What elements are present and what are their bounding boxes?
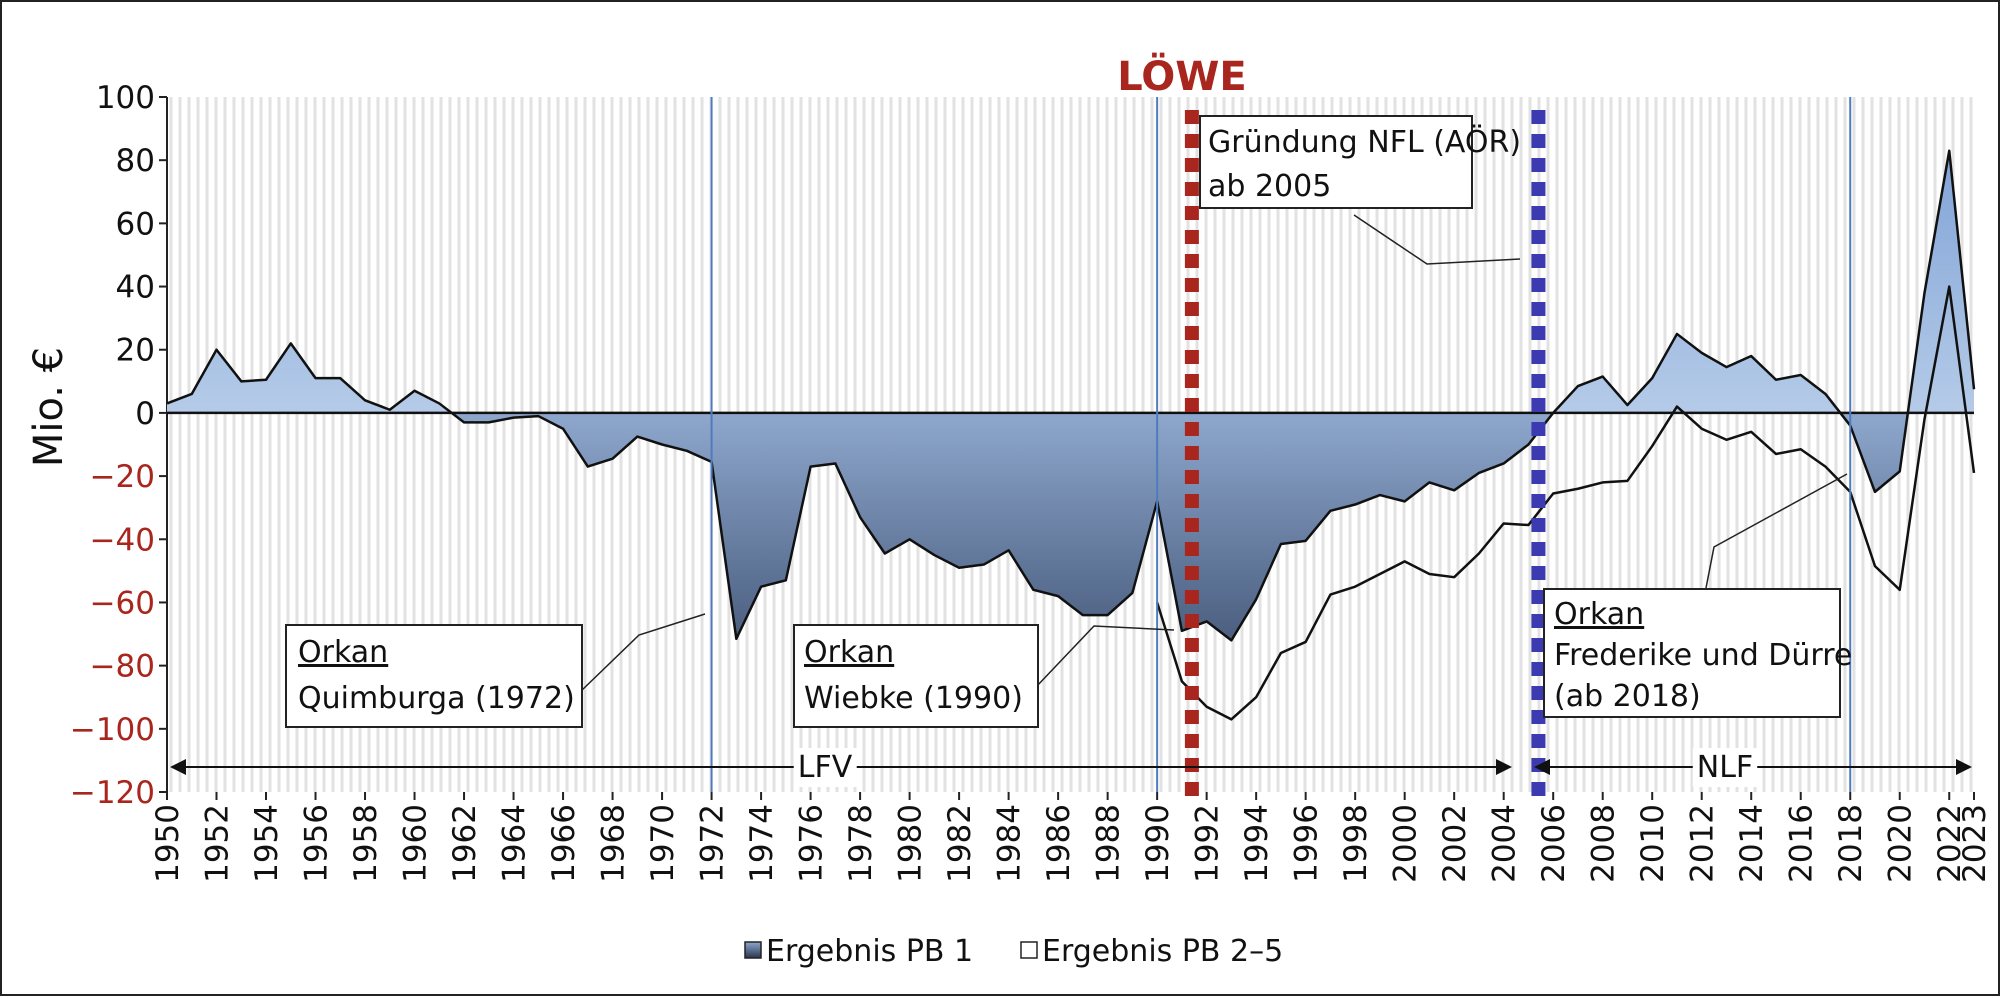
y-tick-label: −40 xyxy=(90,522,155,558)
x-tick-label: 1998 xyxy=(1338,804,1374,883)
x-tick-label: 1954 xyxy=(249,804,285,883)
x-tick-label: 2023 xyxy=(1957,804,1993,883)
x-tick-label: 1960 xyxy=(398,804,434,883)
y-axis-title: Mio. € xyxy=(26,347,72,467)
x-axis: 1950 1952 1954 1956 1958 1960 1962 1964 1966 1968… xyxy=(150,792,1993,883)
y-tick-label: 0 xyxy=(135,396,155,432)
x-tick-label: 1962 xyxy=(447,804,483,883)
x-tick-label: 1992 xyxy=(1190,804,1226,883)
x-tick-label: 1990 xyxy=(1140,804,1176,883)
x-tick-label: 1958 xyxy=(348,804,384,883)
x-tick-label: 1976 xyxy=(794,804,830,883)
y-tick-label: −20 xyxy=(90,459,155,495)
y-axis: 100 80 60 40 20 0 −20 −40 −60 −80 −100 −120 xyxy=(70,80,168,811)
era-label-lfv-bg xyxy=(793,748,857,787)
callout-wiebke-text: Wiebke (1990) xyxy=(804,681,1023,716)
callout-quimburga-text: Quimburga (1972) xyxy=(298,681,575,716)
era-label-lfv: LFV xyxy=(798,750,853,785)
x-tick-label: 1952 xyxy=(200,804,236,883)
x-tick-label: 2008 xyxy=(1586,804,1622,883)
callout-nfl-line2: ab 2005 xyxy=(1208,169,1331,204)
x-tick-label: 2002 xyxy=(1437,804,1473,883)
x-tick-label: 1968 xyxy=(596,804,632,883)
legend: Ergebnis PB 1 Ergebnis PB 2–5 xyxy=(744,934,1283,969)
x-tick-label: 1950 xyxy=(150,804,186,883)
callout-nfl: Gründung NFL (AÖR) ab 2005 xyxy=(1199,115,1521,265)
series-line-pb1 xyxy=(166,149,1976,642)
pb1-area-negative xyxy=(453,414,1908,641)
era-arrow-nlf-head-right xyxy=(1956,759,1972,775)
era-label-nlf-bg xyxy=(1692,748,1758,787)
event-markers xyxy=(710,97,1852,799)
era-arrow-lfv-head-right xyxy=(1496,759,1512,775)
x-tick-label: 1966 xyxy=(546,804,582,883)
x-tick-label: 2022 xyxy=(1932,804,1968,883)
y-tick-label: 80 xyxy=(116,143,155,179)
legend-label-pb1: Ergebnis PB 1 xyxy=(766,934,973,969)
callout-wiebke-title: Orkan xyxy=(804,635,894,670)
x-tick-label: 1964 xyxy=(497,804,533,883)
x-tick-label: 2014 xyxy=(1734,804,1770,883)
y-tick-label: 40 xyxy=(116,270,155,306)
x-tick-label: 1988 xyxy=(1091,804,1127,883)
legend-swatch-pb25 xyxy=(1020,941,1038,959)
loewe-label: LÖWE xyxy=(1117,52,1247,100)
x-tick-label: 1982 xyxy=(942,804,978,883)
x-tick-label: 2006 xyxy=(1536,804,1572,883)
callout-quimburga: Orkan Quimburga (1972) xyxy=(285,613,706,728)
x-tick-label: 2016 xyxy=(1784,804,1820,883)
era-arrow-lfv-head-left xyxy=(170,759,186,775)
callout-wiebke: Orkan Wiebke (1990) xyxy=(793,624,1175,728)
x-tick-label: 2020 xyxy=(1883,804,1919,883)
y-tick-label: −120 xyxy=(70,775,155,811)
x-tick-label: 1978 xyxy=(843,804,879,883)
era-label-nlf: NLF xyxy=(1697,750,1753,785)
x-tick-label: 1972 xyxy=(695,804,731,883)
x-tick-label: 2004 xyxy=(1487,804,1523,883)
y-tick-label: 20 xyxy=(116,333,155,369)
x-tick-label: 1974 xyxy=(744,804,780,883)
era-arrow-nlf-head-left xyxy=(1534,759,1550,775)
x-tick-label: 2018 xyxy=(1833,804,1869,883)
x-tick-label: 1996 xyxy=(1289,804,1325,883)
y-tick-label: −80 xyxy=(90,649,155,685)
pb1-area-positive xyxy=(167,150,1974,414)
x-tick-label: 1984 xyxy=(992,804,1028,883)
legend-label-pb25: Ergebnis PB 2–5 xyxy=(1042,934,1283,969)
callout-frederike-title: Orkan xyxy=(1554,597,1644,632)
callout-nfl-line1: Gründung NFL (AÖR) xyxy=(1208,124,1521,160)
x-tick-label: 2010 xyxy=(1635,804,1671,883)
legend-swatch-pb1 xyxy=(744,941,762,959)
callout-quimburga-title: Orkan xyxy=(298,635,388,670)
y-tick-label: 100 xyxy=(96,80,155,116)
x-tick-label: 2000 xyxy=(1388,804,1424,883)
y-tick-label: −100 xyxy=(70,712,155,748)
x-tick-label: 1994 xyxy=(1239,804,1275,883)
callout-frederike-line1: Frederike und Dürre xyxy=(1554,638,1852,673)
x-tick-label: 2012 xyxy=(1685,804,1721,883)
x-tick-label: 1956 xyxy=(299,804,335,883)
y-tick-label: −60 xyxy=(90,585,155,621)
x-tick-label: 1986 xyxy=(1041,804,1077,883)
callout-frederike: Orkan Frederike und Dürre (ab 2018) xyxy=(1543,473,1852,718)
x-tick-label: 1980 xyxy=(893,804,929,883)
y-tick-label: 60 xyxy=(116,206,155,242)
x-tick-label: 1970 xyxy=(645,804,681,883)
callout-frederike-line2: (ab 2018) xyxy=(1554,679,1701,714)
